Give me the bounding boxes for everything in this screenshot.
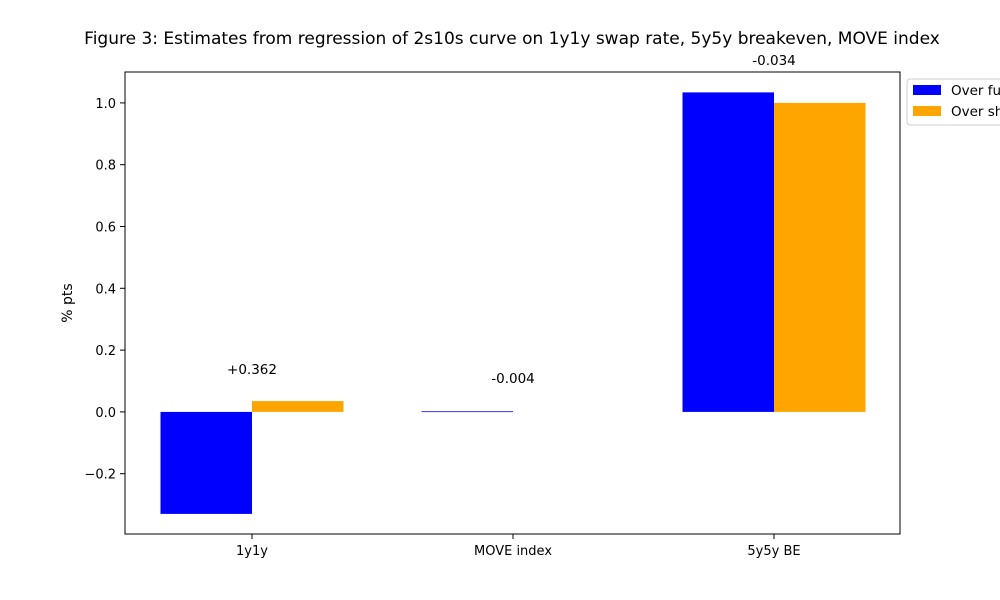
legend-swatch (913, 85, 941, 95)
legend: Over fu Over sh (907, 79, 1000, 125)
y-tick-label: 0.2 (95, 344, 116, 359)
x-tick-label: 5y5y BE (747, 544, 800, 559)
y-tick-label: 0.8 (95, 159, 116, 174)
annotation-label: -0.034 (752, 53, 796, 69)
y-tick-label: 1.0 (95, 97, 116, 112)
y-tick-label: 0.4 (95, 282, 116, 297)
annotation-label: -0.004 (491, 371, 535, 387)
y-tick-label: −0.2 (84, 468, 116, 483)
bar-over-sh-2 (774, 103, 866, 412)
legend-label: Over fu (951, 83, 1000, 99)
x-tick-label: 1y1y (236, 544, 268, 559)
y-tick-label: 0.0 (95, 406, 116, 421)
legend-label: Over sh (951, 104, 1000, 120)
annotation-label: +0.362 (227, 362, 277, 378)
chart-title: Figure 3: Estimates from regression of 2… (84, 29, 940, 49)
y-axis: −0.2 0.0 0.2 0.4 0.6 0.8 1.0 (84, 97, 125, 483)
bar-over-fu-1 (422, 411, 514, 412)
y-tick-label: 0.6 (95, 221, 116, 236)
x-tick-label: MOVE index (474, 544, 552, 559)
bars-layer (161, 92, 866, 514)
y-axis-label: % pts (60, 283, 76, 322)
x-axis: 1y1y MOVE index 5y5y BE (236, 534, 801, 559)
bar-over-fu-0 (161, 412, 253, 514)
bar-over-sh-0 (252, 401, 344, 412)
legend-swatch (913, 106, 941, 116)
bar-over-fu-2 (683, 92, 775, 412)
